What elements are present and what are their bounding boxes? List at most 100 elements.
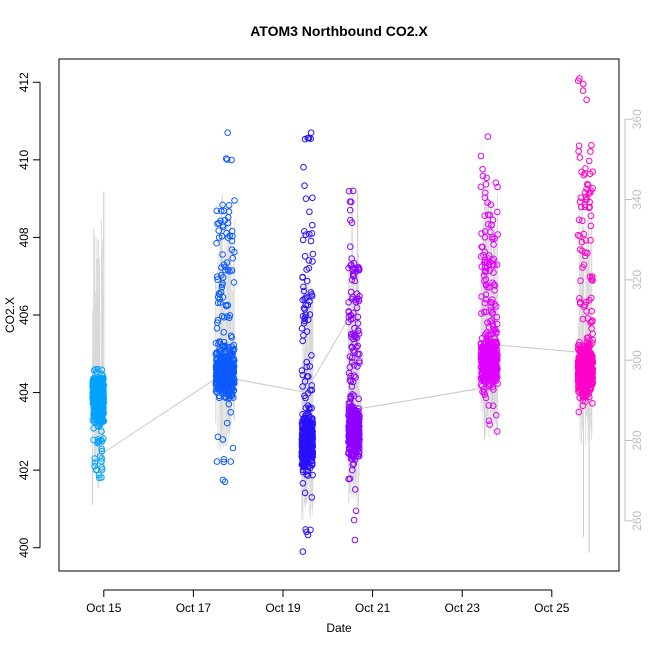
data-point bbox=[230, 394, 237, 402]
data-point bbox=[213, 364, 220, 372]
y-axis-label: CO2.X bbox=[3, 297, 17, 333]
data-point bbox=[482, 394, 490, 402]
data-point bbox=[486, 341, 493, 349]
data-point bbox=[577, 203, 585, 211]
data-point bbox=[308, 386, 316, 394]
data-point bbox=[301, 317, 308, 325]
data-point bbox=[582, 165, 589, 172]
secondary-connector-line bbox=[103, 314, 578, 453]
data-point bbox=[354, 313, 362, 321]
x-tick-label: Oct 17 bbox=[176, 601, 212, 615]
data-point bbox=[355, 405, 362, 412]
data-point bbox=[221, 372, 228, 379]
data-point bbox=[90, 425, 97, 432]
data-point bbox=[493, 328, 500, 336]
data-point bbox=[488, 221, 495, 228]
data-point bbox=[349, 466, 356, 474]
data-point bbox=[346, 376, 354, 384]
data-point bbox=[489, 343, 497, 351]
data-point bbox=[299, 480, 307, 487]
data-point bbox=[584, 180, 591, 188]
data-point bbox=[301, 315, 308, 323]
data-point bbox=[486, 211, 494, 219]
data-point bbox=[100, 398, 107, 406]
data-point bbox=[215, 219, 223, 227]
data-point bbox=[348, 276, 356, 284]
data-point bbox=[485, 402, 493, 409]
data-point bbox=[218, 233, 226, 240]
data-point bbox=[576, 298, 584, 306]
data-point bbox=[480, 251, 487, 259]
data-point bbox=[98, 445, 105, 453]
data-point bbox=[345, 399, 353, 407]
data-point bbox=[586, 336, 593, 344]
data-point bbox=[303, 460, 311, 467]
data-point bbox=[576, 372, 584, 379]
y-tick-label: 412 bbox=[17, 72, 31, 92]
data-point bbox=[481, 258, 489, 266]
data-point bbox=[477, 353, 485, 361]
data-point bbox=[223, 419, 231, 427]
y-tick-label: 410 bbox=[17, 150, 31, 170]
data-point bbox=[488, 377, 495, 384]
data-point bbox=[355, 425, 363, 433]
data-point bbox=[93, 379, 100, 387]
data-point bbox=[347, 431, 355, 439]
data-point bbox=[224, 266, 232, 274]
series-cluster-2 bbox=[212, 129, 238, 486]
data-point bbox=[351, 421, 359, 429]
data-point bbox=[345, 299, 352, 306]
data-point bbox=[347, 330, 355, 338]
data-point bbox=[588, 358, 595, 366]
data-point bbox=[587, 148, 594, 155]
data-point bbox=[228, 384, 235, 391]
data-point bbox=[225, 202, 233, 209]
data-point bbox=[214, 316, 222, 324]
data-point bbox=[100, 403, 107, 410]
x-tick-label: Oct 21 bbox=[355, 601, 391, 615]
data-point bbox=[220, 456, 228, 463]
data-point bbox=[481, 189, 489, 196]
data-point bbox=[303, 277, 311, 285]
data-point bbox=[351, 332, 359, 340]
data-point bbox=[301, 440, 309, 448]
data-point bbox=[579, 360, 587, 368]
data-point bbox=[302, 301, 310, 309]
data-point bbox=[308, 230, 316, 237]
series-cluster-4 bbox=[345, 187, 363, 544]
data-point bbox=[490, 269, 497, 276]
data-point bbox=[586, 393, 593, 401]
data-point bbox=[299, 426, 306, 433]
data-point bbox=[479, 165, 486, 173]
data-point bbox=[581, 201, 589, 209]
data-point bbox=[227, 384, 234, 392]
y-tick-label: 400 bbox=[17, 537, 31, 557]
data-point bbox=[98, 366, 106, 374]
y2-tick-label: 280 bbox=[630, 430, 644, 450]
data-point bbox=[478, 230, 485, 237]
data-point bbox=[576, 246, 584, 253]
data-point bbox=[303, 328, 311, 335]
secondary-series-layer bbox=[92, 180, 593, 553]
data-point bbox=[493, 303, 500, 310]
data-point bbox=[488, 299, 496, 307]
data-point bbox=[493, 261, 501, 269]
data-point bbox=[300, 287, 308, 295]
data-point bbox=[223, 156, 231, 163]
data-point bbox=[230, 341, 238, 349]
data-point bbox=[351, 324, 358, 332]
y-axis: 400 402 404 406 408 410 412 bbox=[17, 72, 41, 558]
data-point bbox=[306, 405, 313, 413]
data-point bbox=[484, 199, 491, 206]
data-point bbox=[98, 458, 105, 465]
data-point bbox=[348, 198, 355, 206]
data-point bbox=[302, 195, 310, 202]
data-point bbox=[575, 408, 583, 416]
data-point bbox=[218, 207, 225, 215]
data-point bbox=[91, 459, 99, 466]
data-point bbox=[493, 346, 501, 354]
data-point bbox=[300, 463, 307, 471]
data-point bbox=[493, 428, 501, 435]
data-point bbox=[95, 403, 102, 410]
data-point bbox=[350, 309, 357, 317]
